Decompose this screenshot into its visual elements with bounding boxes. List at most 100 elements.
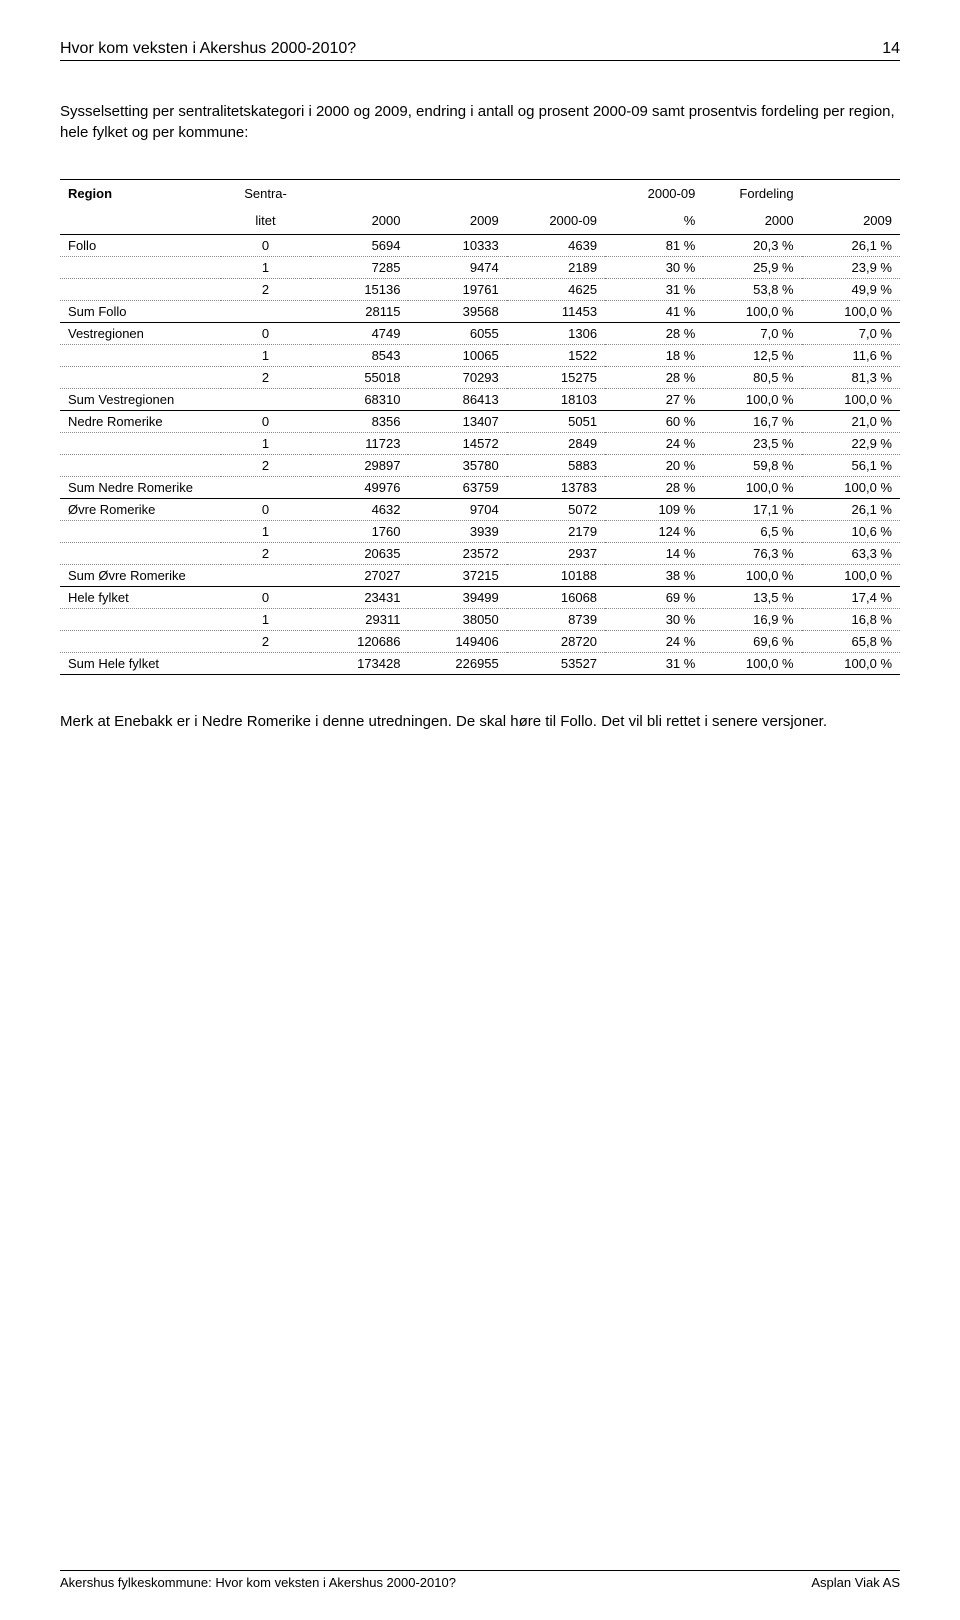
table-cell xyxy=(60,367,221,389)
table-cell xyxy=(60,433,221,455)
page-footer: Akershus fylkeskommune: Hvor kom veksten… xyxy=(60,1570,900,1590)
table-cell: 20 % xyxy=(605,455,703,477)
table-cell: 2 xyxy=(221,455,310,477)
col-head: 2009 xyxy=(408,207,506,235)
table-cell: 1 xyxy=(221,433,310,455)
table-row: 21206861494062872024 %69,6 %65,8 % xyxy=(60,631,900,653)
table-cell: 0 xyxy=(221,499,310,521)
table-row: 1176039392179124 %6,5 %10,6 % xyxy=(60,521,900,543)
table-cell: 1 xyxy=(221,609,310,631)
table-cell: 65,8 % xyxy=(802,631,900,653)
table-cell: 7,0 % xyxy=(802,323,900,345)
table-cell: 27027 xyxy=(310,565,408,587)
col-head: 2000-09 xyxy=(507,207,605,235)
table-cell xyxy=(221,301,310,323)
table-cell: Follo xyxy=(60,235,221,257)
table-cell: 2 xyxy=(221,367,310,389)
table-cell: 100,0 % xyxy=(703,653,801,675)
table-cell: 12,5 % xyxy=(703,345,801,367)
table-cell: 2 xyxy=(221,279,310,301)
table-cell: 100,0 % xyxy=(703,389,801,411)
table-cell: 31 % xyxy=(605,279,703,301)
table-cell xyxy=(60,345,221,367)
footer-note: Merk at Enebakk er i Nedre Romerike i de… xyxy=(60,711,900,732)
table-cell: 100,0 % xyxy=(802,301,900,323)
table-cell: 4749 xyxy=(310,323,408,345)
table-cell: 2 xyxy=(221,543,310,565)
table-row: Øvre Romerike0463297045072109 %17,1 %26,… xyxy=(60,499,900,521)
table-cell: 100,0 % xyxy=(802,477,900,499)
table-cell: 13783 xyxy=(507,477,605,499)
table-cell: 11,6 % xyxy=(802,345,900,367)
table-cell xyxy=(221,565,310,587)
table-cell xyxy=(60,455,221,477)
table-row: 255018702931527528 %80,5 %81,3 % xyxy=(60,367,900,389)
table-row: 22989735780588320 %59,8 %56,1 % xyxy=(60,455,900,477)
col-head: Sentra- xyxy=(221,180,310,208)
table-cell: 6,5 % xyxy=(703,521,801,543)
table-cell: 4632 xyxy=(310,499,408,521)
table-cell: Sum Vestregionen xyxy=(60,389,221,411)
table-cell: 14572 xyxy=(408,433,506,455)
table-cell: 23,9 % xyxy=(802,257,900,279)
table-cell: 31 % xyxy=(605,653,703,675)
table-cell: 1306 xyxy=(507,323,605,345)
col-head: litet xyxy=(221,207,310,235)
table-cell: 7,0 % xyxy=(703,323,801,345)
table-cell: 28115 xyxy=(310,301,408,323)
table-cell: 37215 xyxy=(408,565,506,587)
table-cell: 16,9 % xyxy=(703,609,801,631)
col-head xyxy=(310,180,408,208)
table-cell: Nedre Romerike xyxy=(60,411,221,433)
col-head: 2000 xyxy=(703,207,801,235)
table-cell: 41 % xyxy=(605,301,703,323)
table-cell: 60 % xyxy=(605,411,703,433)
col-head: 2000-09 xyxy=(605,180,703,208)
table-cell: 15136 xyxy=(310,279,408,301)
col-head xyxy=(408,180,506,208)
table-cell: 29311 xyxy=(310,609,408,631)
table-cell: 0 xyxy=(221,235,310,257)
page-number: 14 xyxy=(882,40,900,58)
table-cell: 28 % xyxy=(605,477,703,499)
table-cell: 24 % xyxy=(605,433,703,455)
table-cell xyxy=(60,609,221,631)
table-row: Nedre Romerike0835613407505160 %16,7 %21… xyxy=(60,411,900,433)
table-cell: 2849 xyxy=(507,433,605,455)
table-cell: 1760 xyxy=(310,521,408,543)
table-cell: 24 % xyxy=(605,631,703,653)
footer-left: Akershus fylkeskommune: Hvor kom veksten… xyxy=(60,1575,456,1590)
table-cell: 120686 xyxy=(310,631,408,653)
col-head xyxy=(507,180,605,208)
table-cell: 124 % xyxy=(605,521,703,543)
table-cell: Sum Øvre Romerike xyxy=(60,565,221,587)
table-cell: 1 xyxy=(221,345,310,367)
table-cell: 1 xyxy=(221,521,310,543)
table-cell: 100,0 % xyxy=(703,565,801,587)
data-table: Region Sentra- 2000-09 Fordeling litet 2… xyxy=(60,179,900,675)
table-cell: 59,8 % xyxy=(703,455,801,477)
table-cell: 7285 xyxy=(310,257,408,279)
table-cell: 22,9 % xyxy=(802,433,900,455)
table-cell: 17,4 % xyxy=(802,587,900,609)
table-cell: 23572 xyxy=(408,543,506,565)
table-cell: 55018 xyxy=(310,367,408,389)
table-row: Sum Hele fylket1734282269555352731 %100,… xyxy=(60,653,900,675)
table-row: 12931138050873930 %16,9 %16,8 % xyxy=(60,609,900,631)
table-cell: 9474 xyxy=(408,257,506,279)
table-cell: 3939 xyxy=(408,521,506,543)
table-cell: 18 % xyxy=(605,345,703,367)
table-cell: 1 xyxy=(221,257,310,279)
table-cell: 5883 xyxy=(507,455,605,477)
table-row: Sum Follo28115395681145341 %100,0 %100,0… xyxy=(60,301,900,323)
table-cell: Vestregionen xyxy=(60,323,221,345)
col-head: Region xyxy=(60,180,221,208)
table-cell: 56,1 % xyxy=(802,455,900,477)
table-cell xyxy=(60,631,221,653)
table-cell: 0 xyxy=(221,323,310,345)
table-row: 172859474218930 %25,9 %23,9 % xyxy=(60,257,900,279)
col-head xyxy=(60,207,221,235)
table-cell: 26,1 % xyxy=(802,235,900,257)
table-cell: 10065 xyxy=(408,345,506,367)
table-cell: 21,0 % xyxy=(802,411,900,433)
